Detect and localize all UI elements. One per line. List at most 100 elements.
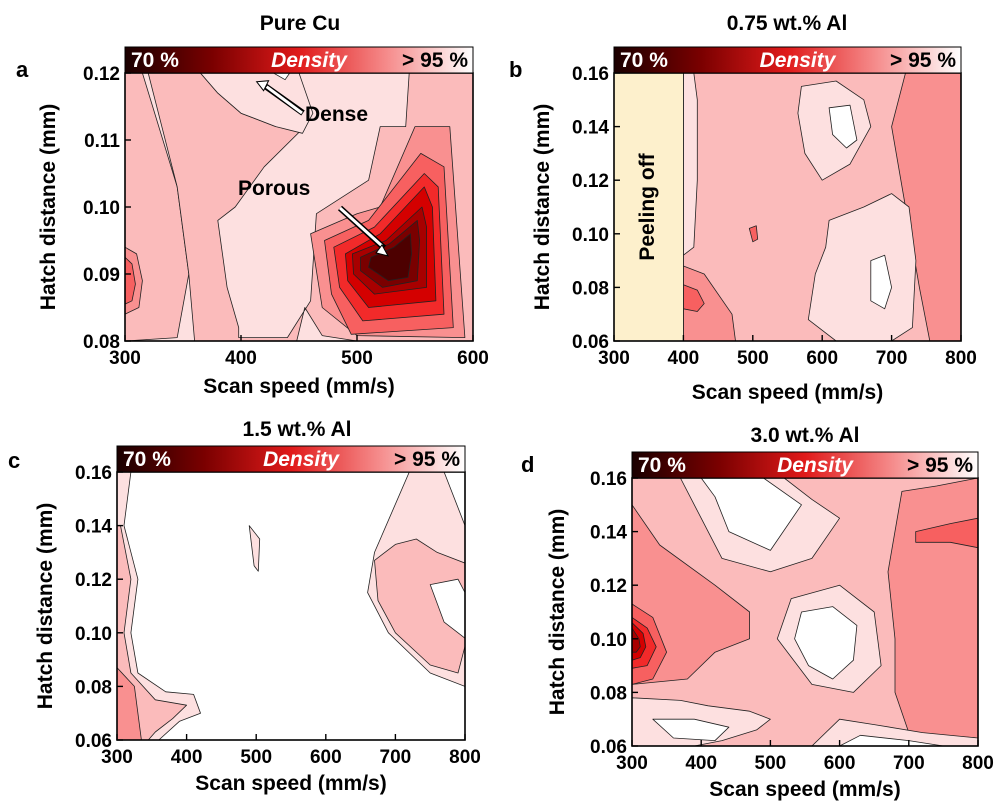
y-tick-label: 0.10 (572, 225, 609, 246)
colorbar-low-label: 70 % (131, 49, 179, 72)
x-tick-label: 800 (449, 747, 481, 768)
contour-region (794, 606, 858, 680)
y-axis-label: Hatch distance (mm) (34, 503, 57, 710)
porous-arrowhead (375, 243, 389, 257)
dense-arrowhead (255, 80, 270, 92)
colorbar-title: Density (777, 454, 854, 477)
x-tick-label: 500 (341, 348, 373, 369)
panel-c: 70 % Density > 95 % 300 400 500 600 700 800 0.06 0… (8, 418, 481, 795)
contour-region (891, 73, 961, 341)
x-axis-label: Scan speed (mm/s) (709, 778, 900, 801)
x-tick-label: 400 (225, 348, 257, 369)
y-tick-label: 0.12 (572, 171, 609, 192)
contour-region (748, 225, 759, 243)
contour-region (652, 718, 730, 741)
contour-regions (632, 478, 978, 746)
panel-d: 70 % Density > 95 % 300 400 500 600 700 800 0.06 0… (521, 424, 994, 801)
y-tick-label: 0.14 (75, 517, 112, 538)
panel-title: 3.0 wt.% Al (751, 424, 860, 447)
y-axis-label: Hatch distance (mm) (37, 104, 60, 311)
dense-label: Dense (305, 103, 368, 126)
x-tick-label: 400 (668, 348, 700, 369)
panel-label: a (16, 57, 29, 82)
x-tick-label: 300 (616, 753, 648, 774)
x-tick-label: 600 (824, 753, 856, 774)
x-tick-label: 400 (685, 753, 717, 774)
y-axis-label: Hatch distance (mm) (531, 104, 554, 311)
y-tick-label: 0.08 (75, 677, 112, 698)
y-tick-label: 0.16 (75, 463, 112, 484)
panel-a: 70 % Density > 95 % 300 400 500 600 0.08 0.09 0.1… (16, 12, 489, 398)
y-tick-label: 0.12 (75, 570, 112, 591)
x-tick-label: 500 (755, 753, 787, 774)
x-tick-label: 800 (962, 753, 994, 774)
x-tick-label: 400 (171, 747, 203, 768)
contour-region (368, 233, 412, 282)
colorbar-title: Density (760, 49, 837, 72)
contour-region (839, 734, 944, 746)
x-tick-label: 500 (240, 747, 272, 768)
colorbar-low-label: 70 % (620, 49, 668, 72)
x-axis-label: Scan speed (mm/s) (692, 381, 883, 404)
colorbar-high-label: > 95 % (402, 49, 468, 72)
y-tick-label: 0.06 (590, 737, 627, 758)
peeling-off-region (614, 73, 684, 341)
colorbar (631, 451, 979, 479)
x-tick-label: 600 (457, 348, 489, 369)
colorbar-title: Density (271, 49, 348, 72)
x-tick-label: 500 (737, 348, 769, 369)
panel-label: b (509, 57, 522, 82)
y-tick-label: 0.11 (84, 131, 120, 152)
contour-regions (614, 73, 961, 341)
y-tick-label: 0.08 (83, 332, 120, 353)
y-tick-label: 0.10 (75, 624, 112, 645)
x-tick-label: 300 (109, 348, 141, 369)
contour-region (117, 667, 142, 740)
dense-arrow (265, 85, 303, 115)
contour-region (200, 73, 314, 134)
y-tick-label: 0.10 (83, 198, 120, 219)
contour-region (273, 73, 291, 81)
contour-region (374, 538, 465, 674)
x-tick-label: 800 (945, 348, 977, 369)
contour-region (887, 478, 978, 739)
x-tick-label: 700 (380, 747, 412, 768)
colorbar-low-label: 70 % (638, 454, 686, 477)
y-tick-label: 0.06 (75, 731, 112, 752)
contour-region (429, 578, 465, 639)
y-tick-label: 0.16 (572, 64, 609, 85)
contour-regions (117, 472, 465, 740)
contour-region (248, 525, 261, 572)
y-tick-label: 0.14 (572, 118, 609, 139)
colorbar (613, 46, 962, 74)
y-tick-label: 0.06 (572, 332, 609, 353)
y-tick-label: 0.08 (590, 683, 627, 704)
y-tick-label: 0.14 (590, 523, 627, 544)
colorbar-title: Density (263, 448, 340, 471)
x-tick-label: 300 (101, 747, 133, 768)
x-tick-label: 600 (310, 747, 342, 768)
x-tick-label: 700 (876, 348, 908, 369)
colorbar (124, 46, 474, 74)
contour-region (828, 104, 858, 149)
contour-region (117, 472, 201, 740)
x-axis-label: Scan speed (mm/s) (195, 772, 386, 795)
y-tick-label: 0.09 (83, 265, 120, 286)
panel-title: 1.5 wt.% Al (243, 418, 352, 441)
y-tick-label: 0.16 (590, 469, 627, 490)
x-tick-label: 300 (598, 348, 630, 369)
colorbar-high-label: > 95 % (890, 49, 956, 72)
peeling-off-label: Peeling off (636, 152, 659, 260)
contour-region (117, 472, 465, 740)
y-axis-label: Hatch distance (mm) (546, 509, 569, 716)
y-tick-label: 0.12 (83, 64, 120, 85)
colorbar-high-label: > 95 % (907, 454, 973, 477)
porous-arrow (338, 206, 384, 248)
panel-label: c (8, 448, 20, 473)
colorbar (116, 445, 466, 473)
panels: 70 % Density > 95 % 300 400 500 600 0.08 0.09 0.1… (8, 12, 994, 801)
colorbar-low-label: 70 % (123, 448, 171, 471)
contour-region (700, 478, 802, 551)
y-tick-label: 0.08 (572, 278, 609, 299)
